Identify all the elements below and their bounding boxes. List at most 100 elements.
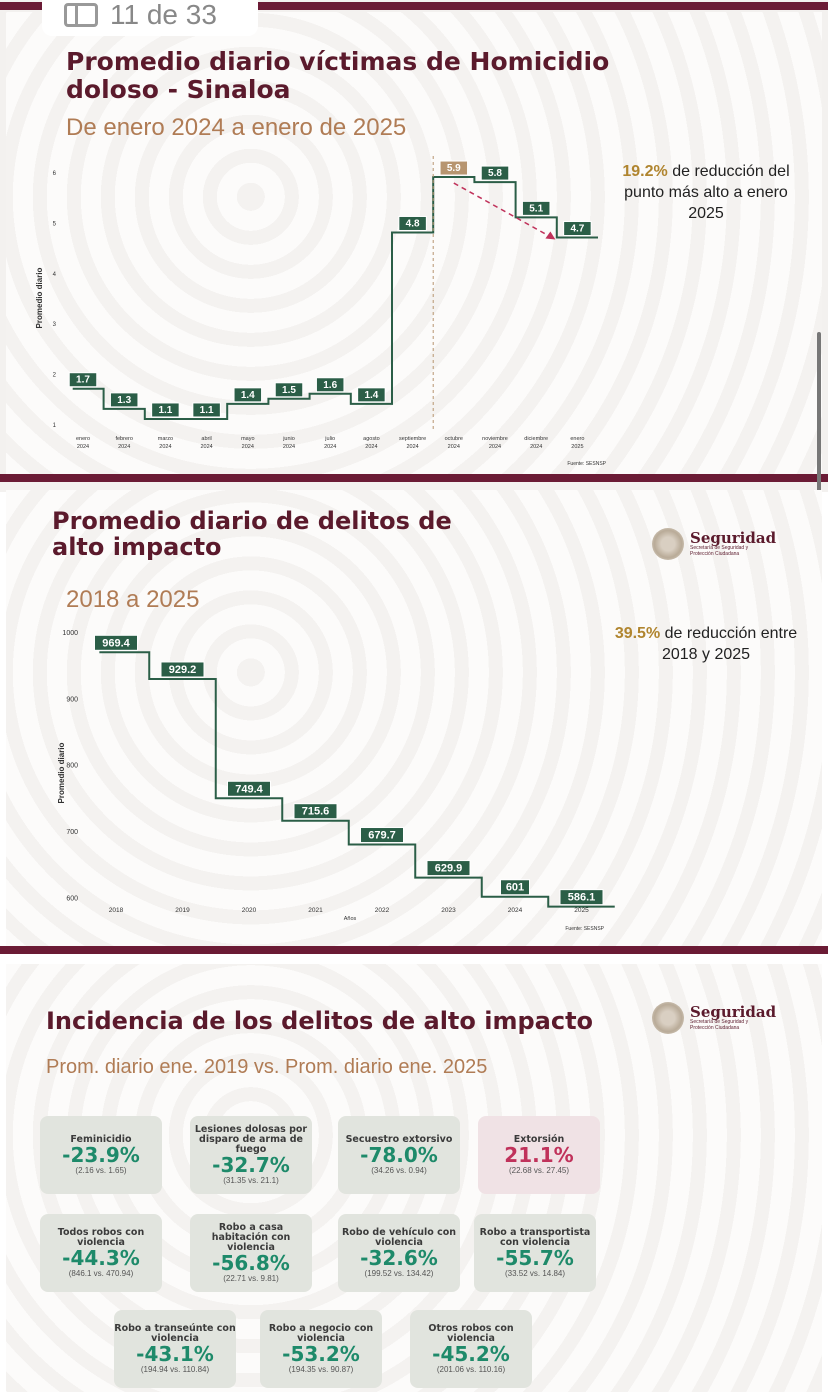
card-value: -43.1% xyxy=(136,1341,214,1366)
slide-incidencia: Incidencia de los delitos de alto impact… xyxy=(6,964,822,1392)
x-tick-label: 2024 xyxy=(530,444,542,450)
card-label: Robo a casa habitación con violencia xyxy=(211,1221,291,1253)
logo-subtitle: Secretaría de Seguridad y Protección Ciu… xyxy=(690,545,749,557)
x-tick-label: enero xyxy=(76,436,90,442)
slide1-note: 19.2% de reducción del punto más alto a … xyxy=(606,162,806,224)
card-value: -53.2% xyxy=(282,1341,360,1366)
slide2-note-highlight: 39.5% xyxy=(614,625,661,642)
slide-divider xyxy=(0,474,828,482)
seal-icon xyxy=(652,1002,684,1034)
series-line xyxy=(99,651,615,908)
x-axis-label: Años xyxy=(344,916,357,922)
source-label: Fuente: SESNSP xyxy=(565,926,604,932)
seguridad-logo: Seguridad Secretaría de Seguridad y Prot… xyxy=(652,528,776,560)
page-indicator-label: 11 de 33 xyxy=(110,0,217,30)
x-tick-label: 2019 xyxy=(175,907,190,914)
logo-title: Seguridad xyxy=(690,529,777,547)
data-label: 749.4 xyxy=(235,783,263,795)
y-tick-label: 6 xyxy=(53,171,57,177)
slide-delitos: Promedio diario de delitos de alto impac… xyxy=(6,490,822,946)
x-tick-label: 2024 xyxy=(159,444,171,450)
slide2-note: 39.5% de reducción entre 2018 y 2025 xyxy=(606,624,806,666)
card-value: -56.8% xyxy=(212,1250,290,1275)
x-tick-label: octubre xyxy=(445,436,463,442)
card-robo-casa: Robo a casa habitación con violencia -56… xyxy=(190,1214,312,1292)
slide2-note-text: de reducción entre 2018 y 2025 xyxy=(661,625,798,663)
x-tick-label: 2024 xyxy=(200,444,212,450)
data-label-box xyxy=(398,215,427,231)
data-label-box xyxy=(68,372,98,388)
y-tick-label: 3 xyxy=(53,322,57,328)
slide2-title: Promedio diario de delitos de alto impac… xyxy=(52,507,452,562)
data-label-box xyxy=(160,661,205,678)
card-value: -32.6% xyxy=(360,1245,438,1270)
x-tick-label: 2024 xyxy=(324,444,336,450)
card-label: Otros robos con violencia xyxy=(428,1322,514,1344)
y-tick-label: 1000 xyxy=(62,630,78,637)
card-compare: (199.52 vs. 134.42) xyxy=(364,1268,434,1278)
x-tick-label: diciembre xyxy=(524,436,548,442)
data-label-box xyxy=(315,377,345,393)
x-tick-label: julio xyxy=(324,436,335,442)
data-label: 1.4 xyxy=(364,390,378,401)
card-compare: (846.1 vs. 470.94) xyxy=(68,1268,134,1278)
y-tick-label: 800 xyxy=(66,763,78,770)
x-tick-label: 2024 xyxy=(242,444,254,450)
data-label: 5.1 xyxy=(529,203,543,214)
data-label: 1.6 xyxy=(323,380,337,391)
card-value: -78.0% xyxy=(360,1142,438,1167)
card-value: -55.7% xyxy=(496,1245,574,1270)
card-compare: (194.35 vs. 90.87) xyxy=(288,1364,354,1374)
x-tick-label: 2021 xyxy=(308,907,323,914)
x-tick-label: noviembre xyxy=(482,436,508,442)
slide3-title: Incidencia de los delitos de alto impact… xyxy=(46,1007,594,1035)
delitos-chart: 600 700 800 900 1000 Promedio diario 969.4 929.… xyxy=(57,630,615,932)
card-label: Robo de vehículo con violencia xyxy=(341,1226,457,1248)
source-label: Fuente: SESNSP xyxy=(567,461,606,467)
data-label: 679.7 xyxy=(368,830,396,842)
card-lesiones: Lesiones dolosas por disparo de arma de … xyxy=(190,1116,312,1194)
data-label-box xyxy=(439,160,469,176)
x-tick-label: 2023 xyxy=(441,907,456,914)
scrollbar[interactable] xyxy=(817,332,821,492)
slide-homicidio: Promedio diario víctimas de Homicidio do… xyxy=(6,12,822,474)
y-axis-label: Promedio diario xyxy=(57,742,66,803)
y-tick-label: 900 xyxy=(66,696,78,703)
data-label-box xyxy=(192,402,221,418)
data-label-box xyxy=(500,879,530,896)
card-label: Robo a negocio con violencia xyxy=(268,1322,374,1344)
y-tick-label: 1 xyxy=(53,423,57,429)
data-label-box xyxy=(480,165,510,181)
card-label: Secuestro extorsivo xyxy=(345,1133,453,1145)
data-label-box xyxy=(559,889,604,906)
slide3-subtitle: Prom. diario ene. 2019 vs. Prom. diario … xyxy=(46,1056,488,1078)
trend-arrow xyxy=(453,182,556,241)
slide-divider-2 xyxy=(0,946,828,954)
card-feminicidio: Feminicidio -23.9% (2.16 vs. 1.65) xyxy=(40,1116,162,1194)
y-tick-label: 2 xyxy=(53,373,57,379)
data-label: 715.6 xyxy=(302,806,330,818)
y-tick-label: 700 xyxy=(66,829,78,836)
card-extorsion: Extorsión 21.1% (22.68 vs. 27.45) xyxy=(478,1116,600,1194)
slide1-subtitle: De enero 2024 a enero de 2025 xyxy=(66,114,407,141)
seguridad-logo-2: Seguridad Secretaría de Seguridad y Prot… xyxy=(652,1002,776,1034)
data-label: 1.1 xyxy=(200,405,214,416)
data-label: 4.7 xyxy=(570,224,584,235)
data-label: 4.8 xyxy=(406,218,420,229)
data-label-box xyxy=(357,387,386,403)
slide1-title: Promedio diario víctimas de Homicidio do… xyxy=(66,47,610,104)
card-value: -23.9% xyxy=(62,1142,140,1167)
data-label: 1.4 xyxy=(241,390,255,401)
data-label-box xyxy=(151,402,180,418)
x-tick-label: 2024 xyxy=(77,444,89,450)
data-label: 929.2 xyxy=(169,664,197,676)
x-tick-label: 2024 xyxy=(406,444,418,450)
x-tick-label: 2024 xyxy=(283,444,295,450)
card-compare: (22.68 vs. 27.45) xyxy=(508,1165,570,1175)
page-indicator[interactable]: 11 de 33 xyxy=(42,0,258,36)
data-label: 969.4 xyxy=(102,637,130,649)
card-compare: (22.71 vs. 9.81) xyxy=(223,1273,279,1283)
logo-title: Seguridad xyxy=(690,1003,777,1021)
x-tick-label: enero xyxy=(570,436,584,442)
x-tick-label: 2024 xyxy=(489,444,501,450)
